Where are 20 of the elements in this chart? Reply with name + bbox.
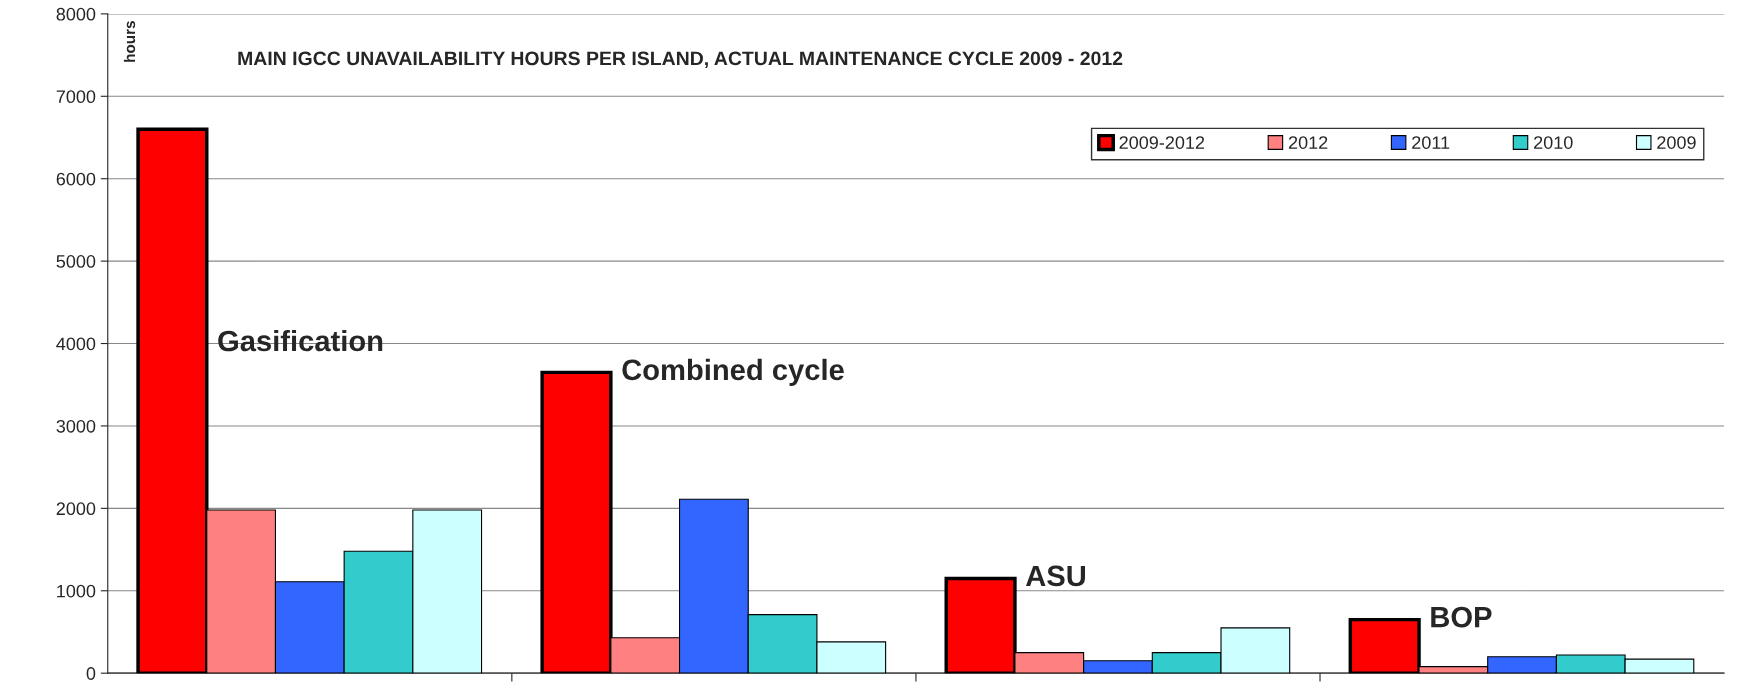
y-tick-label: 6000 bbox=[56, 172, 96, 186]
y-tick-label: 3000 bbox=[56, 419, 96, 433]
y-tick-label: 0 bbox=[86, 667, 96, 680]
legend-label: 2011 bbox=[1412, 136, 1450, 149]
y-axis-title: hours bbox=[123, 21, 136, 62]
legend-label: 2009-2012 bbox=[1119, 136, 1205, 149]
y-tick-label: 1000 bbox=[57, 584, 96, 598]
y-tick-label: 7000 bbox=[56, 90, 96, 104]
x-tick-label: Combined cycle bbox=[622, 358, 844, 386]
x-tick-label: ASU bbox=[1025, 565, 1086, 587]
legend-label: 2012 bbox=[1288, 136, 1328, 149]
text: MAIN IGCC UNAVAILABILITY HOURS PER ISLAND, ACTUAL MAINTENANCE CYCLE 2009 - 2012 bbox=[238, 51, 1123, 69]
y-tick-label: 4000 bbox=[56, 337, 96, 351]
x-tick-label: BOP bbox=[1431, 606, 1492, 628]
y-tick-label: 8000 bbox=[56, 7, 96, 21]
x-tick-label: Gasification bbox=[218, 329, 383, 352]
y-tick-label: 5000 bbox=[56, 255, 96, 268]
legend-label: 2010 bbox=[1534, 136, 1573, 149]
y-tick-label: 2000 bbox=[56, 502, 96, 516]
legend-label: 2009 bbox=[1657, 136, 1696, 149]
